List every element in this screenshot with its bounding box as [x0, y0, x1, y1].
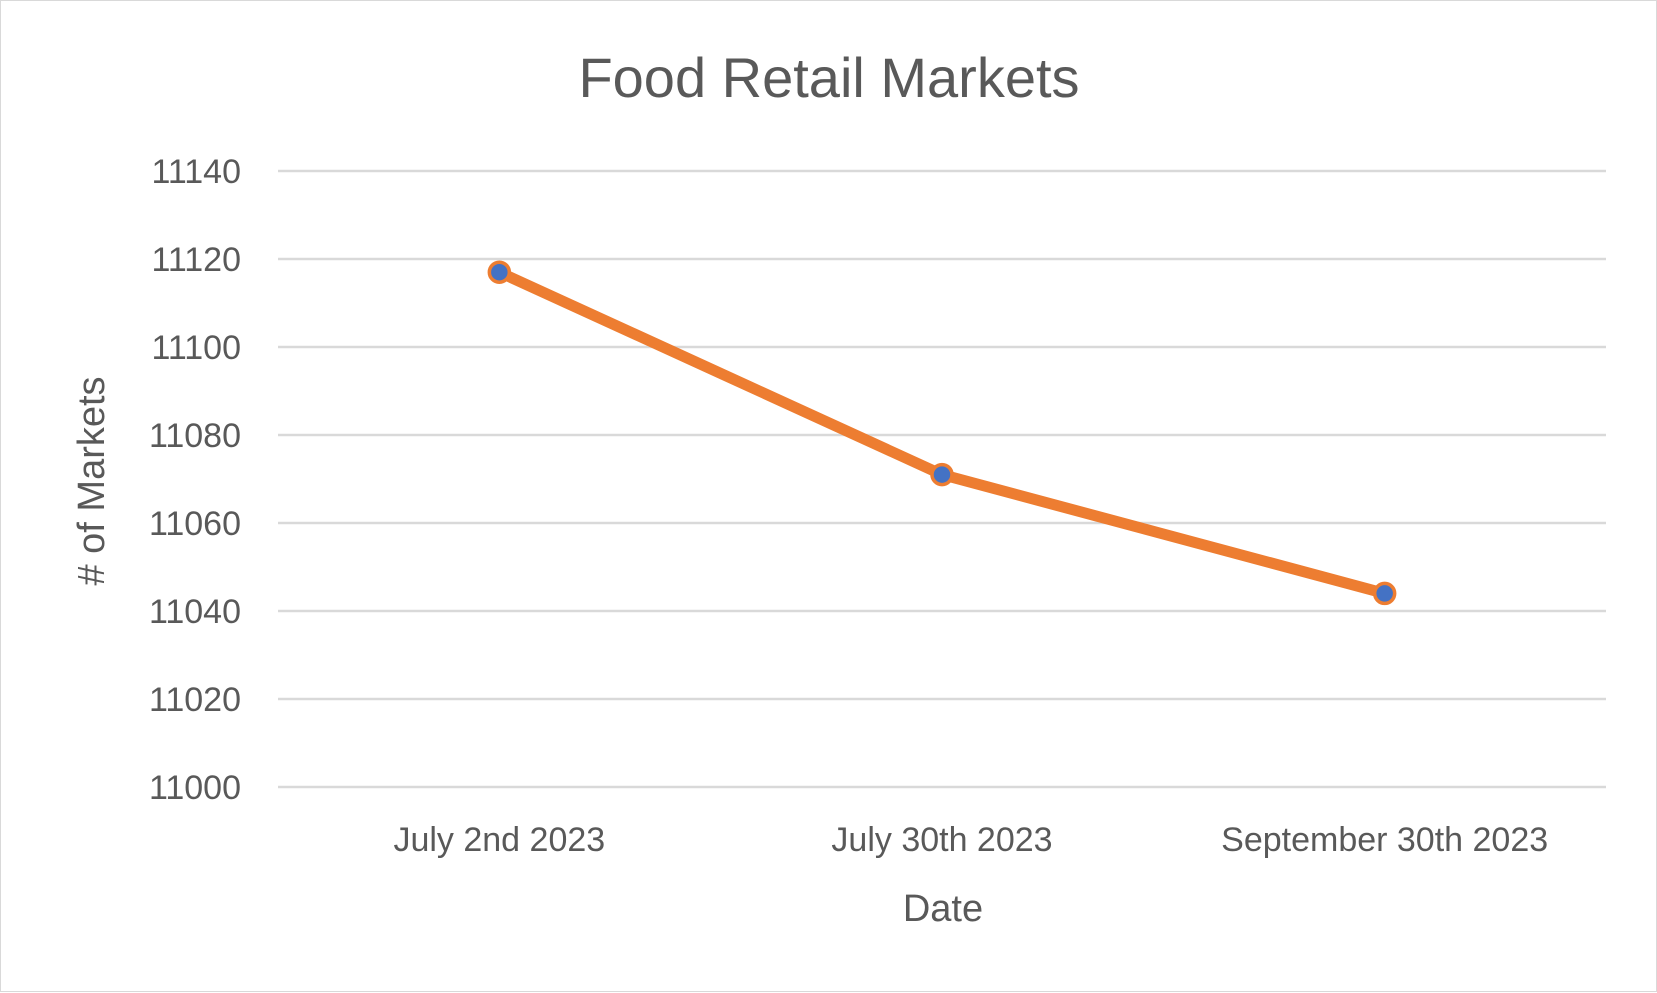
x-axis-ticks: July 2nd 2023 July 30th 2023 September 30t…: [393, 821, 1548, 859]
y-tick-label: 11060: [149, 505, 241, 543]
x-axis-title: Date: [903, 888, 983, 930]
y-axis-title: # of Markets: [71, 376, 113, 585]
chart-title: Food Retail Markets: [578, 46, 1079, 109]
x-tick-label: July 2nd 2023: [393, 821, 605, 859]
y-tick-label: 11080: [149, 417, 241, 455]
x-tick-label: September 30th 2023: [1221, 821, 1548, 859]
y-tick-label: 11040: [149, 593, 241, 631]
data-point: [930, 462, 954, 487]
y-tick-label: 11000: [149, 769, 241, 807]
y-axis-ticks: 11000 11020 11040 11060 11080 11100 11120 11140: [149, 153, 241, 807]
y-tick-label: 11120: [152, 241, 242, 279]
gridlines: [278, 169, 1606, 789]
y-tick-label: 11100: [152, 329, 242, 367]
series-line: [493, 266, 1391, 599]
x-tick-label: July 30th 2023: [831, 821, 1052, 859]
series-layer: [487, 260, 1397, 606]
data-point: [1372, 581, 1397, 606]
data-point: [487, 260, 512, 284]
y-tick-label: 11140: [152, 153, 242, 191]
y-tick-label: 11020: [149, 681, 241, 719]
